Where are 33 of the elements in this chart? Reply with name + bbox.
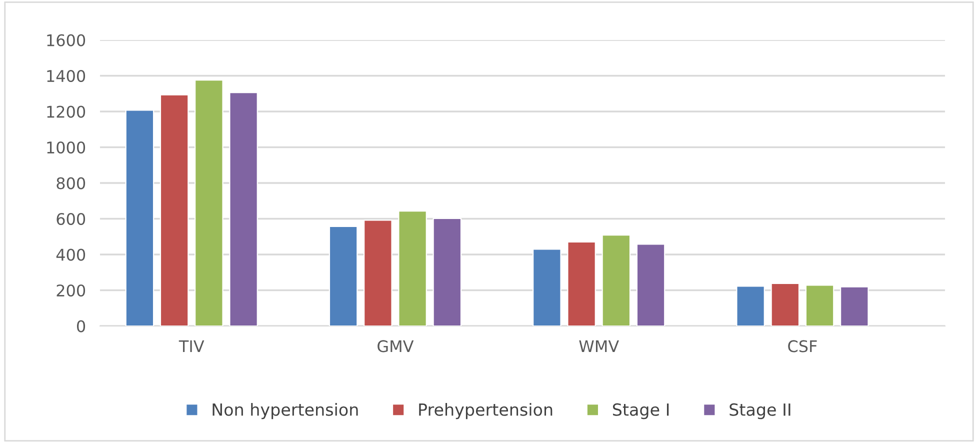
y-tick-label: 1000 [47, 141, 86, 154]
bar [567, 241, 596, 326]
x-tick-label: WMV [579, 340, 619, 352]
y-tick-label: 400 [56, 248, 86, 261]
y-tick-label: 1600 [47, 34, 86, 46]
x-tick-label: TIV [178, 340, 204, 352]
y-tick-label: 600 [56, 212, 86, 226]
bar [364, 220, 392, 326]
y-tick-label: 1200 [47, 106, 86, 118]
bar [229, 92, 258, 326]
bar [398, 210, 427, 326]
bar [770, 282, 800, 326]
bar [328, 226, 358, 326]
bar [125, 110, 154, 326]
legend-label: Non hypertension [212, 403, 358, 420]
legend-label: Stage I [612, 403, 669, 420]
x-tick-label: CSF [788, 340, 817, 352]
bar [805, 284, 834, 326]
y-tick-label: 200 [56, 284, 86, 297]
y-tick-label: 800 [56, 177, 86, 190]
y-tick-label: 1400 [47, 70, 86, 82]
bar [532, 248, 562, 326]
legend-label: Prehypertension [419, 403, 552, 420]
bar [840, 286, 869, 326]
bar [194, 79, 224, 326]
bar [636, 244, 666, 326]
x-tick-label: GMV [378, 340, 414, 352]
y-tick-label: 0 [77, 320, 86, 332]
bar [432, 218, 462, 326]
bar [160, 94, 189, 326]
legend-label: Stage II [730, 403, 790, 420]
bar [602, 234, 631, 326]
bar [736, 286, 765, 326]
